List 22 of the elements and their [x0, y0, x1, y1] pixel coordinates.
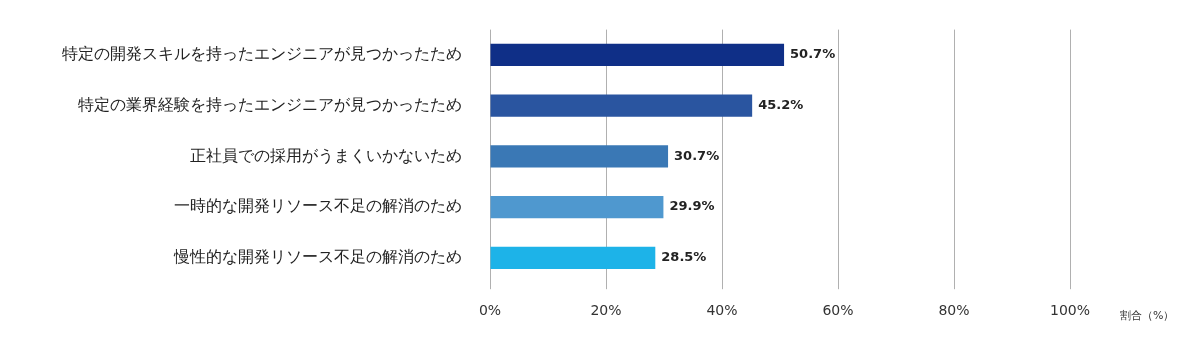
bar [490, 43, 785, 67]
x-tick-label: 60% [822, 302, 854, 319]
bar [490, 94, 753, 117]
data-label: 28.5% [661, 249, 707, 265]
x-tick-label: 100% [1049, 302, 1091, 319]
y-tick-label: 特定の業界経験を持ったエンジニアが見つかったため [78, 94, 462, 114]
bar [490, 246, 656, 269]
bar [490, 145, 669, 168]
x-tick-label: 20% [590, 302, 622, 319]
data-label: 45.2% [758, 97, 804, 113]
y-tick-label: 慢性的な開発リソース不足の解消のため [173, 247, 462, 266]
data-label: 29.9% [669, 198, 715, 214]
x-tick-label: 0% [478, 302, 502, 319]
data-label: 50.7% [790, 46, 836, 62]
y-tick-label: 一時的な開発リソース不足の解消のため [174, 196, 462, 216]
x-axis-title: 割合（%） [1120, 308, 1175, 322]
data-label: 30.7% [674, 147, 720, 163]
x-tick-label: 80% [938, 302, 970, 319]
x-tick-label: 40% [706, 302, 738, 319]
y-tick-label: 正社員での採用がうまくいかないため [190, 145, 462, 165]
y-tick-label: 特定の開発スキルを持ったエンジニアが見つかったため [62, 44, 462, 64]
bar [490, 195, 664, 219]
